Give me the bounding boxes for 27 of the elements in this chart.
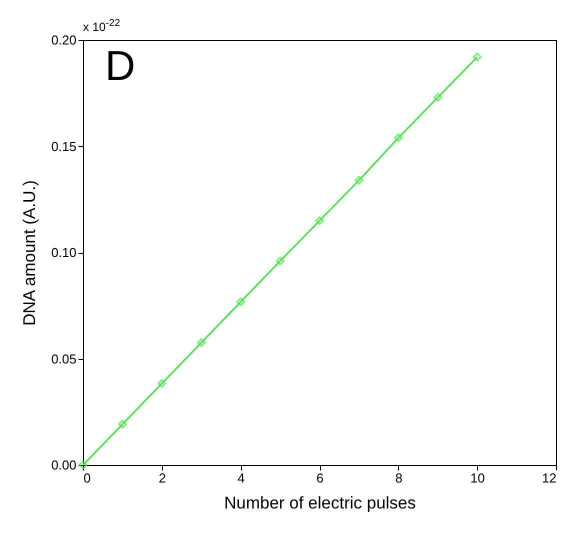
x-tick-label: 2	[158, 470, 166, 486]
point	[158, 379, 166, 388]
point	[472, 52, 482, 62]
text: x 10$^{-22}$	[83, 18, 120, 34]
y-tick-label: 0.20	[51, 32, 76, 48]
x-tick-label: 0	[84, 470, 91, 486]
point	[276, 256, 284, 266]
point	[78, 460, 88, 470]
x-tick-label: 10	[470, 470, 485, 486]
x-tick-label: 12	[542, 470, 556, 486]
point	[394, 133, 403, 142]
x-axis-title: Number of electric pulses	[224, 494, 416, 512]
annotation: D	[105, 42, 136, 90]
point	[354, 176, 364, 185]
point	[433, 93, 442, 102]
point	[196, 338, 206, 347]
point	[236, 298, 245, 306]
y-tick-label: 0.15	[51, 138, 76, 154]
x-tick-label: 8	[395, 470, 402, 486]
y-tick-label: 0.00	[51, 458, 76, 472]
y-tick-label: 0.10	[51, 245, 76, 260]
point	[118, 420, 127, 428]
point	[315, 216, 324, 225]
y-tick-label: 0.05	[51, 351, 76, 366]
x-tick-label: 4	[238, 470, 245, 486]
x-tick-label: 6	[316, 470, 324, 486]
y-axis-title: DNA amount (A.U.)	[20, 180, 40, 326]
